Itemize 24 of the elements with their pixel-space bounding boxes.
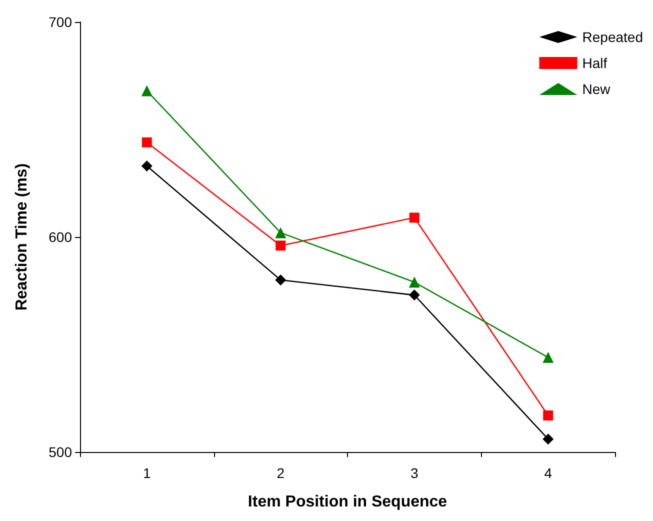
point — [275, 227, 286, 238]
legend-label: New — [582, 81, 612, 97]
y-tick-label: 700 — [48, 14, 72, 30]
x-axis-title: Item Position in Sequence — [248, 494, 448, 510]
legend-label: Half — [582, 55, 608, 71]
point — [141, 85, 152, 96]
x-tick-label: 4 — [544, 465, 552, 481]
y-tick-label: 600 — [48, 229, 72, 245]
point — [276, 240, 286, 251]
point — [275, 274, 286, 286]
point — [408, 276, 420, 288]
x-tick-label: 1 — [142, 465, 151, 481]
y-axis-title: Reaction Time (ms) — [14, 163, 30, 311]
legend-label: Repeated — [582, 29, 643, 45]
point — [542, 352, 554, 363]
x-tick-label: 2 — [276, 465, 285, 481]
x-tick-label: 3 — [410, 465, 418, 481]
point — [409, 212, 420, 223]
point — [142, 137, 152, 148]
point — [542, 434, 554, 445]
point — [543, 410, 554, 420]
point — [141, 160, 152, 172]
y-tick-label: 500 — [48, 444, 72, 460]
point — [408, 290, 420, 301]
